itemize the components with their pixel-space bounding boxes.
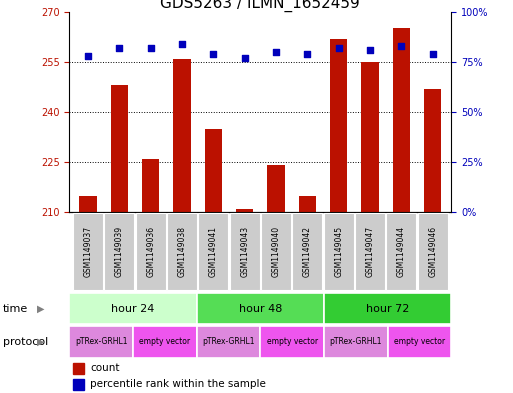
Text: count: count bbox=[90, 363, 120, 373]
Bar bbox=[267, 165, 285, 212]
Point bbox=[241, 55, 249, 61]
Bar bbox=[324, 326, 388, 358]
Text: GSM1149040: GSM1149040 bbox=[271, 226, 281, 277]
Text: GSM1149043: GSM1149043 bbox=[240, 226, 249, 277]
Text: GSM1149041: GSM1149041 bbox=[209, 226, 218, 277]
Point bbox=[147, 45, 155, 51]
Text: empty vector: empty vector bbox=[394, 338, 445, 346]
Bar bbox=[393, 29, 410, 212]
Text: empty vector: empty vector bbox=[267, 338, 318, 346]
Text: ▶: ▶ bbox=[37, 337, 45, 347]
Text: time: time bbox=[3, 303, 28, 314]
Text: ▶: ▶ bbox=[37, 303, 45, 314]
Text: hour 24: hour 24 bbox=[111, 303, 154, 314]
Bar bbox=[386, 213, 417, 290]
Bar bbox=[167, 213, 197, 290]
Bar bbox=[261, 213, 291, 290]
Bar bbox=[261, 326, 324, 358]
Bar bbox=[73, 213, 103, 290]
Bar bbox=[142, 159, 160, 212]
Text: hour 72: hour 72 bbox=[366, 303, 409, 314]
Text: GSM1149038: GSM1149038 bbox=[177, 226, 187, 277]
Bar bbox=[361, 62, 379, 212]
Text: GSM1149047: GSM1149047 bbox=[365, 226, 374, 277]
Text: GSM1149042: GSM1149042 bbox=[303, 226, 312, 277]
Bar bbox=[111, 85, 128, 212]
Bar bbox=[292, 213, 322, 290]
Title: GDS5263 / ILMN_1652459: GDS5263 / ILMN_1652459 bbox=[161, 0, 360, 12]
Point bbox=[272, 49, 280, 55]
Bar bbox=[205, 129, 222, 212]
Bar bbox=[69, 293, 196, 324]
Point bbox=[366, 47, 374, 53]
Point bbox=[84, 53, 92, 59]
Text: pTRex-GRHL1: pTRex-GRHL1 bbox=[202, 338, 255, 346]
Bar bbox=[230, 213, 260, 290]
Text: GSM1149044: GSM1149044 bbox=[397, 226, 406, 277]
Bar bbox=[173, 59, 191, 212]
Bar bbox=[69, 326, 133, 358]
Text: GSM1149036: GSM1149036 bbox=[146, 226, 155, 277]
Bar bbox=[236, 209, 253, 212]
Bar bbox=[104, 213, 134, 290]
Text: percentile rank within the sample: percentile rank within the sample bbox=[90, 379, 266, 389]
Bar bbox=[196, 293, 324, 324]
Bar bbox=[80, 196, 96, 212]
Point bbox=[334, 45, 343, 51]
Point bbox=[178, 41, 186, 47]
Point bbox=[209, 51, 218, 57]
Text: hour 48: hour 48 bbox=[239, 303, 282, 314]
Point bbox=[428, 51, 437, 57]
Bar bbox=[199, 213, 228, 290]
Point bbox=[115, 45, 124, 51]
Text: pTRex-GRHL1: pTRex-GRHL1 bbox=[330, 338, 382, 346]
Bar bbox=[73, 363, 84, 374]
Bar bbox=[324, 213, 353, 290]
Bar bbox=[196, 326, 261, 358]
Bar bbox=[355, 213, 385, 290]
Text: GSM1149037: GSM1149037 bbox=[84, 226, 92, 277]
Bar bbox=[133, 326, 196, 358]
Bar bbox=[330, 39, 347, 212]
Text: protocol: protocol bbox=[3, 337, 48, 347]
Bar bbox=[135, 213, 166, 290]
Text: GSM1149039: GSM1149039 bbox=[115, 226, 124, 277]
Text: pTRex-GRHL1: pTRex-GRHL1 bbox=[75, 338, 127, 346]
Text: GSM1149046: GSM1149046 bbox=[428, 226, 437, 277]
Bar bbox=[299, 196, 316, 212]
Point bbox=[303, 51, 311, 57]
Bar bbox=[73, 379, 84, 390]
Bar bbox=[418, 213, 448, 290]
Text: empty vector: empty vector bbox=[139, 338, 190, 346]
Point bbox=[397, 43, 405, 49]
Text: GSM1149045: GSM1149045 bbox=[334, 226, 343, 277]
Bar bbox=[388, 326, 451, 358]
Bar bbox=[324, 293, 451, 324]
Bar bbox=[424, 89, 441, 212]
